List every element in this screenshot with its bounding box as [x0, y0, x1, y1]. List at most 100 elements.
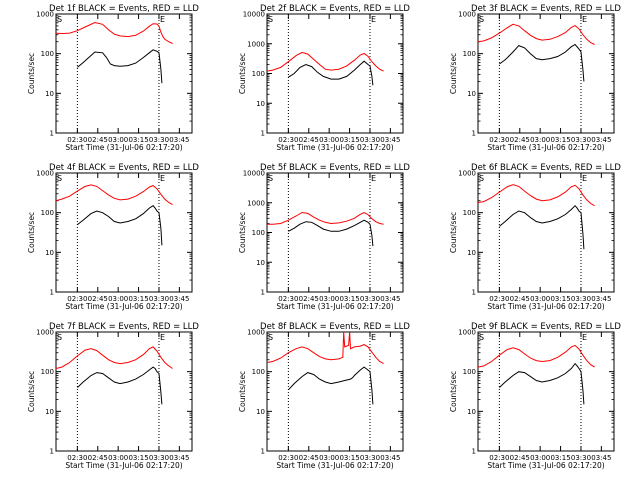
chart-title: Det 6f BLACK = Events, RED = LLD	[471, 163, 621, 173]
x-tick-label: 02:30	[489, 295, 509, 303]
y-tick-label: 1	[472, 130, 476, 138]
x-tick-label: 02:30	[278, 454, 298, 462]
x-tick-label: 02:45	[88, 295, 108, 303]
plot-frame	[477, 172, 615, 293]
y-tick-label: 1	[50, 448, 54, 456]
x-tick-label: 03:30	[149, 295, 169, 303]
series-line-events	[77, 49, 163, 84]
y-tick-label: 1	[261, 289, 265, 297]
chart-panel-7: Det 7f BLACK = Events, RED = LLD 1 10 100 10…	[27, 322, 199, 470]
y-tick-label: 10000	[243, 11, 265, 19]
series-line-events	[77, 205, 163, 246]
x-tick-label: 02:30	[278, 136, 298, 144]
end-marker-label: E	[582, 15, 587, 24]
start-marker-label: S	[479, 15, 484, 24]
series-line-events	[288, 219, 374, 247]
x-tick-label: 03:30	[149, 136, 169, 144]
start-marker-label: S	[479, 174, 484, 183]
x-tick-label: 03:15	[550, 295, 570, 303]
end-marker-label: E	[160, 333, 165, 342]
plot-frame	[266, 13, 404, 134]
start-marker-label: S	[57, 15, 62, 24]
y-tick-label: 1000	[458, 11, 476, 19]
y-axis-label: Counts/sec	[449, 53, 458, 94]
y-axis-label: Counts/sec	[449, 371, 458, 412]
x-axis-label: Start Time (31-Jul-06 02:17:20)	[487, 461, 604, 470]
start-marker-label: S	[57, 174, 62, 183]
start-marker-label: S	[479, 333, 484, 342]
y-tick-label: 10	[256, 259, 265, 267]
y-tick-label: 1000	[247, 329, 265, 337]
chart-title: Det 2f BLACK = Events, RED = LLD	[260, 4, 410, 14]
y-tick-label: 100	[252, 70, 265, 78]
series-line-events	[499, 362, 585, 405]
y-tick-label: 100	[463, 50, 476, 58]
series-line-lld	[477, 23, 595, 45]
x-axis-label: Start Time (31-Jul-06 02:17:20)	[276, 302, 393, 311]
x-tick-label: 03:45	[380, 454, 400, 462]
x-tick-label: 03:15	[128, 454, 148, 462]
end-marker-label: E	[582, 333, 587, 342]
x-tick-label: 03:00	[530, 454, 550, 462]
x-tick-label: 03:00	[108, 295, 128, 303]
x-tick-label: 03:00	[530, 136, 550, 144]
y-tick-label: 100	[252, 368, 265, 376]
x-tick-label: 03:30	[360, 295, 380, 303]
end-marker-label: E	[160, 15, 165, 24]
y-axis-label: Counts/sec	[238, 212, 247, 253]
chart-title: Det 3f BLACK = Events, RED = LLD	[471, 4, 621, 14]
series-line-lld	[55, 184, 173, 206]
x-tick-label: 02:45	[299, 454, 319, 462]
end-marker-label: E	[371, 333, 376, 342]
plot-frame	[477, 331, 615, 452]
x-tick-label: 03:00	[530, 295, 550, 303]
x-tick-label: 03:15	[550, 136, 570, 144]
y-tick-label: 10	[256, 100, 265, 108]
plot-frame	[266, 172, 404, 293]
y-tick-label: 100	[41, 50, 54, 58]
start-marker-label: S	[268, 333, 273, 342]
y-tick-label: 1	[472, 289, 476, 297]
x-tick-label: 03:45	[591, 295, 611, 303]
y-tick-label: 1000	[36, 11, 54, 19]
y-tick-label: 1000	[247, 199, 265, 207]
x-tick-label: 03:00	[319, 295, 339, 303]
chart-panel-9: Det 9f BLACK = Events, RED = LLD 1 10 100 10…	[449, 322, 621, 470]
chart-title: Det 7f BLACK = Events, RED = LLD	[49, 322, 199, 332]
x-tick-label: 02:30	[67, 454, 87, 462]
series-line-lld	[266, 331, 384, 365]
y-tick-label: 100	[463, 209, 476, 217]
plot-frame	[55, 331, 193, 452]
y-tick-label: 10000	[243, 170, 265, 178]
chart-title: Det 1f BLACK = Events, RED = LLD	[49, 4, 199, 14]
x-tick-label: 03:15	[550, 454, 570, 462]
chart-panel-1: Det 1f BLACK = Events, RED = LLD 1 10 100 10…	[27, 4, 199, 152]
y-tick-label: 10	[45, 408, 54, 416]
x-axis-label: Start Time (31-Jul-06 02:17:20)	[487, 302, 604, 311]
chart-panel-5: Det 5f BLACK = Events, RED = LLD 1 10 100 10…	[238, 163, 410, 311]
y-tick-label: 100	[41, 209, 54, 217]
y-axis-label: Counts/sec	[238, 53, 247, 94]
y-tick-label: 10	[467, 408, 476, 416]
x-tick-label: 03:00	[319, 136, 339, 144]
x-tick-label: 02:45	[510, 295, 530, 303]
x-tick-label: 03:45	[591, 454, 611, 462]
y-tick-label: 10	[45, 90, 54, 98]
y-tick-label: 1	[50, 289, 54, 297]
y-tick-label: 10	[467, 249, 476, 257]
plot-frame	[55, 172, 193, 293]
chart-title: Det 9f BLACK = Events, RED = LLD	[471, 322, 621, 332]
y-tick-label: 1000	[458, 329, 476, 337]
y-tick-label: 1000	[458, 170, 476, 178]
series-line-lld	[55, 346, 173, 369]
chart-panel-8: Det 8f BLACK = Events, RED = LLD 1 10 100 10…	[238, 322, 410, 470]
y-axis-label: Counts/sec	[27, 53, 36, 94]
series-line-lld	[477, 184, 595, 207]
x-tick-label: 03:15	[128, 295, 148, 303]
y-tick-label: 1	[472, 448, 476, 456]
x-tick-label: 02:30	[67, 295, 87, 303]
x-tick-label: 03:15	[339, 454, 359, 462]
x-tick-label: 02:45	[88, 136, 108, 144]
